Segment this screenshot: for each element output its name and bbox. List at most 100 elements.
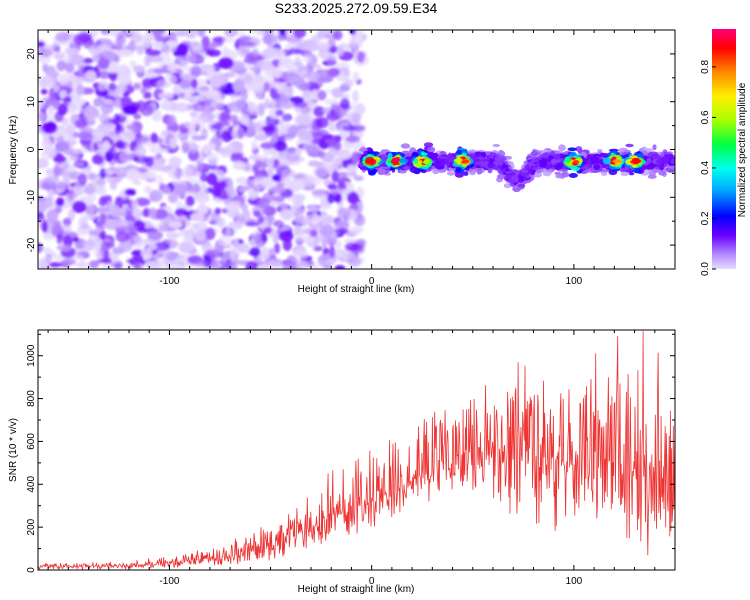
noise-blob <box>211 123 223 130</box>
noise-blob <box>243 73 253 86</box>
noise-blob <box>167 62 177 73</box>
noise-blob <box>293 61 301 67</box>
noise-blob <box>229 247 237 260</box>
noise-blob <box>319 224 335 238</box>
noise-field <box>38 30 369 269</box>
noise-blob <box>291 174 307 179</box>
noise-blob <box>89 235 98 241</box>
noise-blob <box>105 168 115 176</box>
noise-blob <box>229 114 239 123</box>
noise-blob <box>128 40 136 51</box>
noise-blob <box>74 119 88 129</box>
noise-blob <box>234 210 241 216</box>
signal-blob <box>462 148 468 153</box>
noise-blob <box>133 264 141 269</box>
noise-blob <box>321 107 331 114</box>
noise-blob <box>93 240 100 250</box>
noise-blob <box>89 49 100 57</box>
noise-blob <box>140 87 147 95</box>
noise-blob <box>102 140 111 150</box>
noise-blob <box>224 203 240 211</box>
signal-blob <box>492 143 500 148</box>
noise-blob <box>327 139 338 148</box>
signal-blob <box>602 157 612 165</box>
colorbar-tick-label: 0.4 <box>700 161 711 175</box>
signal-blob <box>641 150 647 155</box>
noise-blob <box>184 53 196 63</box>
top-x-tick-label: -100 <box>159 276 179 287</box>
noise-blob <box>98 71 111 79</box>
noise-blob <box>279 208 295 221</box>
noise-blob <box>143 185 153 194</box>
noise-blob <box>153 43 165 50</box>
noise-blob <box>252 205 267 217</box>
noise-blob <box>47 105 55 115</box>
noise-blob <box>53 165 61 178</box>
noise-blob <box>195 221 207 234</box>
noise-blob <box>54 111 64 123</box>
noise-blob <box>298 129 312 141</box>
signal-blob <box>550 159 556 165</box>
noise-blob <box>79 260 86 269</box>
noise-blob <box>267 157 275 168</box>
noise-blob <box>336 46 345 57</box>
signal-blob <box>558 144 566 152</box>
noise-blob <box>112 247 125 255</box>
noise-blob <box>116 33 126 47</box>
noise-blob <box>326 55 338 66</box>
noise-blob <box>44 45 55 57</box>
noise-blob <box>81 240 94 252</box>
signal-blob <box>554 171 561 176</box>
noise-blob <box>295 260 309 269</box>
noise-blob <box>133 113 142 120</box>
signal-blob <box>424 158 430 165</box>
bottom-y-tick-label: 0 <box>26 567 37 573</box>
noise-blob <box>100 102 114 114</box>
noise-blob <box>40 88 48 95</box>
noise-blob <box>147 243 158 251</box>
signal-blob <box>547 161 551 165</box>
noise-blob <box>42 63 49 73</box>
noise-blob <box>81 57 94 64</box>
signal-blob <box>568 173 578 178</box>
noise-blob <box>122 91 130 97</box>
noise-blob <box>145 49 161 56</box>
noise-blob <box>108 147 117 157</box>
noise-blob <box>62 258 76 266</box>
noise-blob <box>133 235 143 244</box>
noise-blob <box>334 228 349 235</box>
noise-blob <box>104 218 120 230</box>
noise-blob <box>99 213 107 226</box>
noise-blob <box>334 265 346 269</box>
noise-blob <box>337 207 351 220</box>
noise-blob <box>221 130 233 143</box>
noise-blob <box>94 226 103 233</box>
top-y-axis-label: Frequency (Hz) <box>8 116 19 185</box>
noise-blob <box>183 220 191 227</box>
noise-blob <box>38 111 46 123</box>
noise-blob <box>183 121 199 129</box>
noise-blob <box>245 260 259 269</box>
signal-blob <box>532 166 539 171</box>
signal-blob <box>497 160 504 167</box>
signal-blob <box>608 148 619 152</box>
noise-blob <box>158 91 174 100</box>
noise-blob <box>317 76 334 83</box>
noise-blob <box>123 129 138 137</box>
noise-blob <box>197 206 209 215</box>
noise-blob <box>40 75 56 88</box>
noise-blob <box>264 97 271 108</box>
colorbar: 0.00.20.40.60.8 Normalized spectral ampl… <box>700 29 748 276</box>
noise-blob <box>190 142 198 154</box>
noise-blob <box>115 230 130 243</box>
top-y-tick-label: 20 <box>26 48 37 60</box>
noise-blob <box>103 250 110 260</box>
noise-blob <box>140 104 154 117</box>
noise-blob <box>322 30 336 35</box>
noise-blob <box>293 30 306 39</box>
signal-blob <box>534 171 542 178</box>
signal-blob <box>399 158 409 163</box>
noise-blob <box>224 261 238 269</box>
noise-blob <box>88 260 100 269</box>
noise-blob <box>38 41 45 48</box>
